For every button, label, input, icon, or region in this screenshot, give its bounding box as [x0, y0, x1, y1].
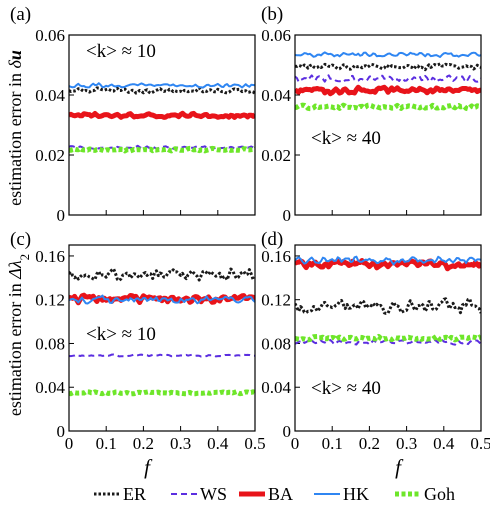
panel-label: (a) [10, 4, 31, 25]
y-tick-label: 0.16 [261, 247, 291, 266]
plot-frame [294, 34, 482, 216]
y-tick-label: 0 [57, 206, 66, 225]
legend-item-goh: Goh [395, 484, 455, 504]
legend-item-ws: WS [171, 484, 227, 504]
x-tick-label: 0 [65, 434, 74, 453]
series-line-er [69, 267, 255, 283]
x-tick-label: 0.3 [170, 434, 191, 453]
x-tick-label: 0 [291, 434, 300, 453]
degree-annotation: <k> ≈ 40 [311, 128, 381, 149]
y-tick-label: 0.12 [35, 291, 65, 310]
legend-label: WS [200, 484, 227, 504]
x-tick-label: 0.1 [322, 434, 343, 453]
panel-b: 0 0.02 0.04 0.06(b) <k> ≈ 40 [261, 4, 482, 225]
x-axis-label-left: f [144, 455, 153, 479]
plot-frame [68, 244, 256, 432]
series-line-er [295, 297, 481, 315]
y-tick-label: 0.06 [261, 26, 291, 45]
x-tick-label: 0.4 [207, 434, 229, 453]
x-tick-label: 0.2 [359, 434, 380, 453]
legend-label: HK [343, 484, 369, 504]
series-line-ba [295, 84, 481, 97]
series-line-hk [295, 51, 481, 58]
y-tick-label: 0 [283, 206, 292, 225]
degree-annotation: <k> ≈ 10 [86, 324, 156, 345]
plot-frame [68, 34, 256, 216]
series-line-ws [295, 74, 481, 84]
panel-a: 0 0.02 0.04 0.06(a) <k> ≈ 10 [10, 4, 256, 225]
x-tick-label: 0.1 [96, 434, 117, 453]
panel-label: (b) [261, 4, 283, 25]
legend-label: BA [268, 484, 293, 504]
x-tick-label: 0.2 [133, 434, 154, 453]
series-line-goh [69, 389, 255, 397]
x-axis-label-right: f [395, 455, 404, 479]
series-line-hk [69, 294, 255, 305]
y-tick-label: 0.08 [35, 334, 65, 353]
panel-d: 0 0.04 0.08 0.12 0.16 0 0.1 0.2 0.3 0.4 0.5 (d) <k> … [261, 229, 490, 453]
legend-label: ER [123, 484, 146, 504]
legend: ER WS BA HK Goh [94, 484, 455, 504]
degree-annotation: <k> ≈ 10 [86, 41, 156, 62]
series-line-ba [295, 258, 481, 272]
x-tick-label: 0.4 [433, 434, 455, 453]
panel-c: 0 0.04 0.08 0.12 0.16 0 0.1 0.2 0.3 0.4 0.5 (c) <k> … [10, 229, 266, 453]
legend-label: Goh [424, 484, 455, 504]
y-tick-label: 0.06 [35, 26, 65, 45]
x-tick-label: 0.3 [396, 434, 417, 453]
y-label-bottom-symbol: Δλ [5, 260, 25, 280]
series-line-goh [295, 102, 481, 112]
y-tick-label: 0 [57, 422, 66, 441]
legend-item-ba: BA [239, 484, 293, 504]
y-label-bottom-sub: 2 [17, 254, 32, 261]
x-tick-label: 0.5 [244, 434, 265, 453]
y-axis-label-top: estimation error in δu [5, 50, 25, 206]
y-tick-label: 0.04 [35, 378, 65, 397]
y-tick-label: 0.16 [35, 247, 65, 266]
series-line-goh [69, 145, 255, 154]
y-tick-label: 0.04 [261, 378, 291, 397]
y-label-top-symbol: δ [5, 59, 25, 68]
y-axis-label-bottom: estimation error in Δλ2 [5, 254, 32, 416]
legend-item-er: ER [94, 484, 146, 504]
series-line-er [295, 62, 481, 72]
panel-label: (c) [10, 229, 31, 250]
y-tick-label: 0 [283, 422, 292, 441]
y-label-top-text: estimation error in [5, 68, 25, 205]
panel-label: (d) [261, 229, 283, 250]
series-line-hk [69, 82, 255, 89]
series-line-er [69, 86, 255, 95]
y-label-bottom-text: estimation error in [5, 279, 25, 416]
y-tick-label: 0.04 [261, 86, 291, 105]
y-tick-label: 0.12 [261, 291, 291, 310]
svg-text:estimation error in Δλ2: estimation error in Δλ2 [5, 254, 32, 416]
y-tick-label: 0.08 [261, 334, 291, 353]
series-line-goh [295, 333, 481, 343]
y-tick-label: 0.04 [35, 86, 65, 105]
plot-frame [294, 244, 482, 432]
series-line-hk [295, 255, 481, 266]
y-tick-label: 0.02 [35, 146, 65, 165]
series-line-ws [69, 353, 255, 358]
x-tick-label: 0.5 [470, 434, 490, 453]
svg-text:estimation error in δu: estimation error in δu [5, 50, 25, 206]
legend-item-hk: HK [314, 484, 369, 504]
series-line-ba [69, 110, 255, 120]
degree-annotation: <k> ≈ 40 [311, 378, 381, 399]
y-tick-label: 0.02 [261, 146, 291, 165]
y-label-top-bold: u [5, 50, 25, 60]
